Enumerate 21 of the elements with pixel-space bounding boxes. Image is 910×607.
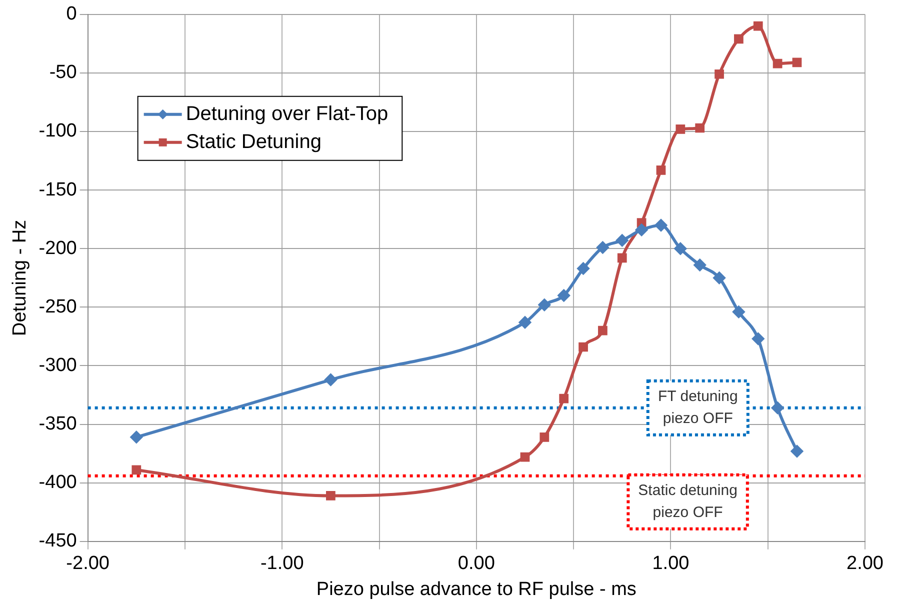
y-tick-label: -450 [38, 530, 77, 552]
y-tick-label: -200 [38, 238, 77, 259]
y-tick-label: -250 [38, 296, 77, 318]
y-tick-label: -400 [38, 472, 77, 494]
y-tick-label: -100 [38, 120, 77, 142]
ref-line-label: FT detuning piezo OFF [658, 388, 738, 428]
y-tick-label: -50 [49, 62, 77, 84]
x-axis-title: Piezo pulse advance to RF pulse - ms [316, 578, 636, 600]
legend-label: Static Detuning [186, 130, 322, 153]
y-tick-label: -150 [38, 179, 77, 200]
y-tick-label: -350 [38, 414, 77, 435]
y-tick-label: 0 [66, 4, 77, 25]
x-tick-label: 1.00 [652, 553, 690, 574]
x-tick-label: 2.00 [846, 553, 884, 574]
ref-line-label: Static detuning piezo OFF [638, 482, 738, 521]
y-tick-label: -300 [38, 354, 77, 376]
y-axis-title: Detuning - Hz [10, 220, 31, 336]
x-tick-label: -1.00 [260, 553, 304, 574]
x-tick-label: -2.00 [66, 553, 110, 574]
x-tick-label: 0.00 [458, 553, 495, 574]
legend-label: Detuning over Flat-Top [186, 102, 388, 125]
